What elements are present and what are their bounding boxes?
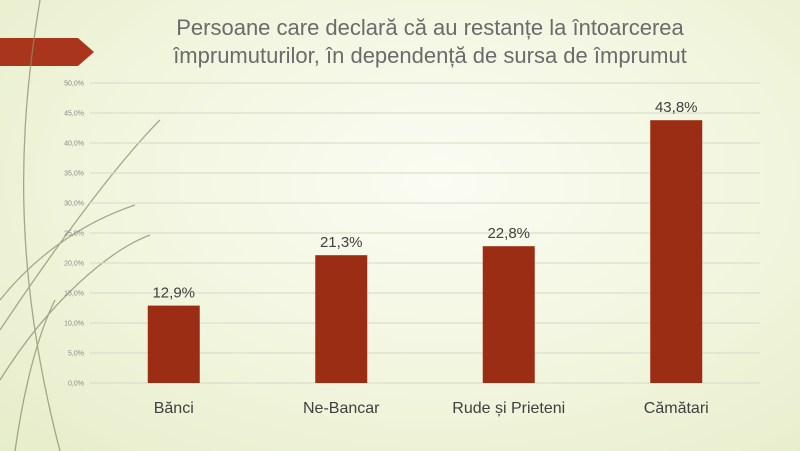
bar <box>315 255 368 383</box>
x-category-label: Cămătari <box>644 400 709 417</box>
decor-curve-5 <box>14 299 56 451</box>
y-tick-label: 40,0% <box>64 141 84 148</box>
y-tick-label: 15,0% <box>64 291 84 298</box>
bar <box>482 246 535 383</box>
data-label: 43,8% <box>655 99 698 116</box>
y-tick-label: 25,0% <box>64 231 84 238</box>
y-tick-label: 45,0% <box>64 111 84 118</box>
chart-title: Persoane care declară că au restanțe la … <box>110 14 750 70</box>
data-label: 22,8% <box>487 225 530 242</box>
data-label: 12,9% <box>152 285 195 302</box>
decor-curve-1 <box>22 0 61 451</box>
accent-ribbon <box>0 38 94 66</box>
y-tick-label: 30,0% <box>64 201 84 208</box>
data-label: 21,3% <box>320 234 363 251</box>
x-category-label: Rude și Prieteni <box>452 400 565 417</box>
y-tick-label: 35,0% <box>64 171 84 178</box>
y-tick-label: 5,0% <box>68 351 84 358</box>
decor-curve-3 <box>0 234 151 381</box>
chart-title-line-2: împrumuturilor, în dependență de sursa d… <box>173 43 687 68</box>
y-tick-label: 0,0% <box>68 381 84 388</box>
decor-curve-2 <box>0 204 136 301</box>
decor-curve-4 <box>0 119 161 331</box>
y-tick-label: 50,0% <box>64 81 84 88</box>
x-category-label: Bănci <box>154 400 194 417</box>
bar <box>147 305 200 383</box>
y-tick-label: 10,0% <box>64 321 84 328</box>
chart-title-line-1: Persoane care declară că au restanțe la … <box>176 15 684 40</box>
y-tick-label: 20,0% <box>64 261 84 268</box>
x-category-label: Ne-Bancar <box>303 400 380 417</box>
bar <box>650 120 703 383</box>
